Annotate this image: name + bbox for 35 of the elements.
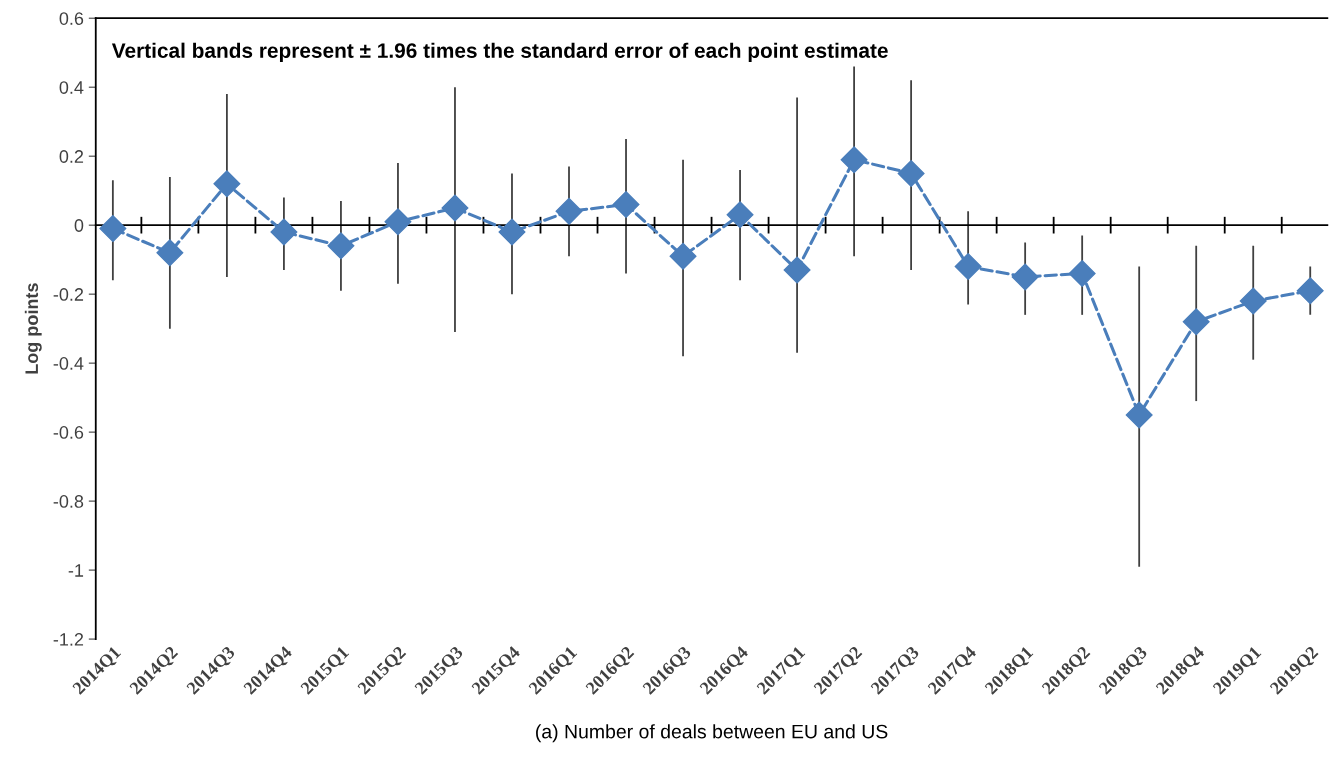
y-tick-label: 0.4	[59, 81, 84, 94]
y-tick-label: 0.6	[59, 12, 84, 25]
text: Vertical bands represent ± 1.96 times the standard error of each point estimate	[111, 42, 888, 63]
point	[1011, 263, 1039, 291]
point	[156, 239, 184, 267]
point	[384, 208, 412, 236]
y-tick-label: -0.2	[53, 288, 84, 301]
point	[1125, 401, 1153, 429]
point	[612, 191, 640, 218]
point	[213, 170, 241, 198]
y-tick-label: -0.4	[53, 357, 84, 370]
point	[555, 197, 583, 225]
point	[783, 256, 811, 284]
x-axis-title: (a) Number of deals between EU and US	[536, 724, 888, 743]
point	[99, 215, 127, 243]
point	[1296, 277, 1324, 305]
y-tick-label: -0.6	[53, 426, 84, 439]
y-tick-label: 0	[74, 219, 84, 232]
y-tick-label: -1.2	[53, 633, 84, 646]
point	[840, 146, 868, 174]
point	[726, 201, 754, 229]
y-axis-title: Log points	[24, 283, 42, 374]
point	[498, 218, 526, 246]
y-tick-label: 0.2	[59, 150, 84, 163]
y-tick-label: -1	[68, 564, 84, 577]
point	[270, 218, 298, 246]
point	[669, 242, 697, 270]
point	[1182, 308, 1210, 336]
point	[441, 194, 469, 222]
point	[1239, 287, 1267, 315]
point	[954, 253, 982, 281]
y-tick-label: -0.8	[53, 495, 84, 508]
point	[327, 232, 355, 260]
point	[897, 159, 925, 187]
point	[1068, 259, 1096, 287]
